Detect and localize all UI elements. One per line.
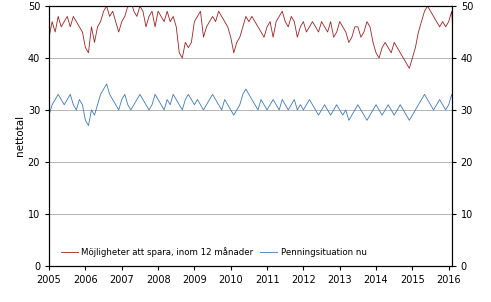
Penningsituation nu bbox=[82, 118, 88, 122]
Y-axis label: nettotal: nettotal bbox=[15, 115, 25, 156]
Möjligheter att spara, inom 12 månader bbox=[46, 35, 52, 39]
Penningsituation nu bbox=[131, 103, 137, 107]
Möjligheter att spara, inom 12 månader bbox=[306, 25, 312, 29]
Möjligheter att spara, inom 12 månader bbox=[273, 20, 279, 24]
Penningsituation nu bbox=[276, 108, 282, 112]
Möjligheter att spara, inom 12 månader bbox=[125, 4, 131, 8]
Möjligheter att spara, inom 12 månader bbox=[82, 46, 88, 50]
Penningsituation nu bbox=[46, 113, 52, 117]
Line: Möjligheter att spara, inom 12 månader: Möjligheter att spara, inom 12 månader bbox=[49, 1, 491, 68]
Penningsituation nu bbox=[104, 82, 109, 86]
Penningsituation nu bbox=[237, 103, 243, 107]
Legend: Möjligheter att spara, inom 12 månader, Penningsituation nu: Möjligheter att spara, inom 12 månader, … bbox=[57, 244, 370, 261]
Line: Penningsituation nu: Penningsituation nu bbox=[49, 84, 491, 126]
Möjligheter att spara, inom 12 månader bbox=[407, 66, 412, 70]
Penningsituation nu bbox=[309, 103, 315, 107]
Möjligheter att spara, inom 12 månader bbox=[128, 0, 134, 3]
Möjligheter att spara, inom 12 månader bbox=[234, 40, 240, 44]
Penningsituation nu bbox=[85, 124, 91, 127]
